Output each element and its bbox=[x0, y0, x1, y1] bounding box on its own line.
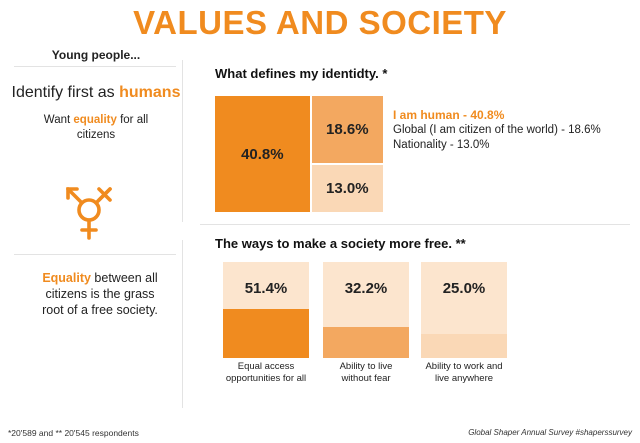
freedom-bar-equal-access: 51.4% bbox=[223, 262, 309, 358]
want-suffix-1: for all bbox=[120, 114, 149, 126]
freedom-bar-value: 51.4% bbox=[244, 280, 288, 297]
treemap-cell-human: 40.8% bbox=[215, 96, 310, 212]
freedom-bar-value: 25.0% bbox=[442, 280, 486, 297]
page-title: VALUES AND SOCIETY bbox=[133, 4, 507, 41]
freedom-label-line: Equal access bbox=[237, 361, 295, 372]
equality-line-2: citizens is the grass bbox=[45, 287, 155, 301]
legend-item-human: I am human - 40.8% bbox=[393, 108, 505, 122]
footer-source: Global Shaper Annual Survey #shaperssurv… bbox=[468, 428, 632, 437]
freedom-label-line: without fear bbox=[341, 373, 391, 384]
freedom-chart-title: The ways to make a society more free. ** bbox=[215, 236, 466, 251]
freedom-label-equal-access: Equal access opportunities for all bbox=[206, 361, 326, 385]
footer-respondents: *20'589 and ** 20'545 respondents bbox=[8, 428, 139, 438]
legend-item-global: Global (I am citizen of the world) - 18.… bbox=[393, 124, 601, 136]
treemap-value-global: 18.6% bbox=[326, 121, 369, 139]
identity-chart-title: What defines my identidty. * bbox=[215, 66, 388, 81]
identify-line: Identify first as humans bbox=[10, 84, 182, 102]
identity-legend: I am human - 40.8% Global (I am citizen … bbox=[393, 108, 601, 153]
panel-separator-top bbox=[182, 60, 183, 222]
freedom-bar-fill bbox=[421, 334, 507, 358]
left-heading: Young people... bbox=[51, 48, 141, 62]
freedom-bar-work-anywhere: 25.0% bbox=[421, 262, 507, 358]
gender-symbol-icon bbox=[66, 187, 112, 240]
freedom-label-work-anywhere: Ability to work and live anywhere bbox=[404, 361, 524, 385]
identify-highlight: humans bbox=[119, 84, 181, 101]
freedom-bar-value: 32.2% bbox=[344, 280, 388, 297]
right-divider bbox=[200, 224, 630, 225]
panel-separator-bottom bbox=[182, 240, 183, 408]
treemap-cell-nationality: 13.0% bbox=[311, 165, 383, 212]
freedom-bar-fill bbox=[323, 327, 409, 358]
freedom-label-line: Ability to live bbox=[339, 361, 393, 372]
freedom-label-live-without-fear: Ability to live without fear bbox=[306, 361, 426, 385]
equality-highlight: Equality bbox=[42, 271, 91, 285]
identity-treemap: 40.8% 18.6% 13.0% bbox=[215, 96, 383, 212]
left-divider bbox=[14, 254, 176, 255]
equality-statement: Equality between all citizens is the gra… bbox=[10, 270, 190, 318]
freedom-bar-fill bbox=[223, 308, 309, 358]
freedom-bar-live-without-fear: 32.2% bbox=[323, 262, 409, 358]
want-prefix: Want bbox=[43, 114, 71, 126]
legend-item-nationality: Nationality - 13.0% bbox=[393, 139, 490, 151]
equality-line-3: root of a free society. bbox=[42, 303, 158, 317]
treemap-value-human: 40.8% bbox=[241, 145, 284, 163]
freedom-label-line: live anywhere bbox=[434, 373, 494, 384]
want-line: Want equality for all citizens bbox=[10, 113, 182, 143]
freedom-label-line: opportunities for all bbox=[225, 373, 307, 384]
treemap-value-nationality: 13.0% bbox=[326, 180, 369, 198]
equality-line-1: between all bbox=[94, 271, 158, 285]
left-panel: Young people... bbox=[10, 40, 182, 62]
want-highlight: equality bbox=[73, 114, 117, 126]
treemap-cell-global: 18.6% bbox=[311, 96, 383, 164]
freedom-label-line: Ability to work and bbox=[425, 361, 503, 372]
want-suffix-2: citizens bbox=[76, 129, 116, 141]
left-heading-rule bbox=[14, 66, 176, 67]
identify-prefix: Identify first as bbox=[11, 84, 115, 101]
